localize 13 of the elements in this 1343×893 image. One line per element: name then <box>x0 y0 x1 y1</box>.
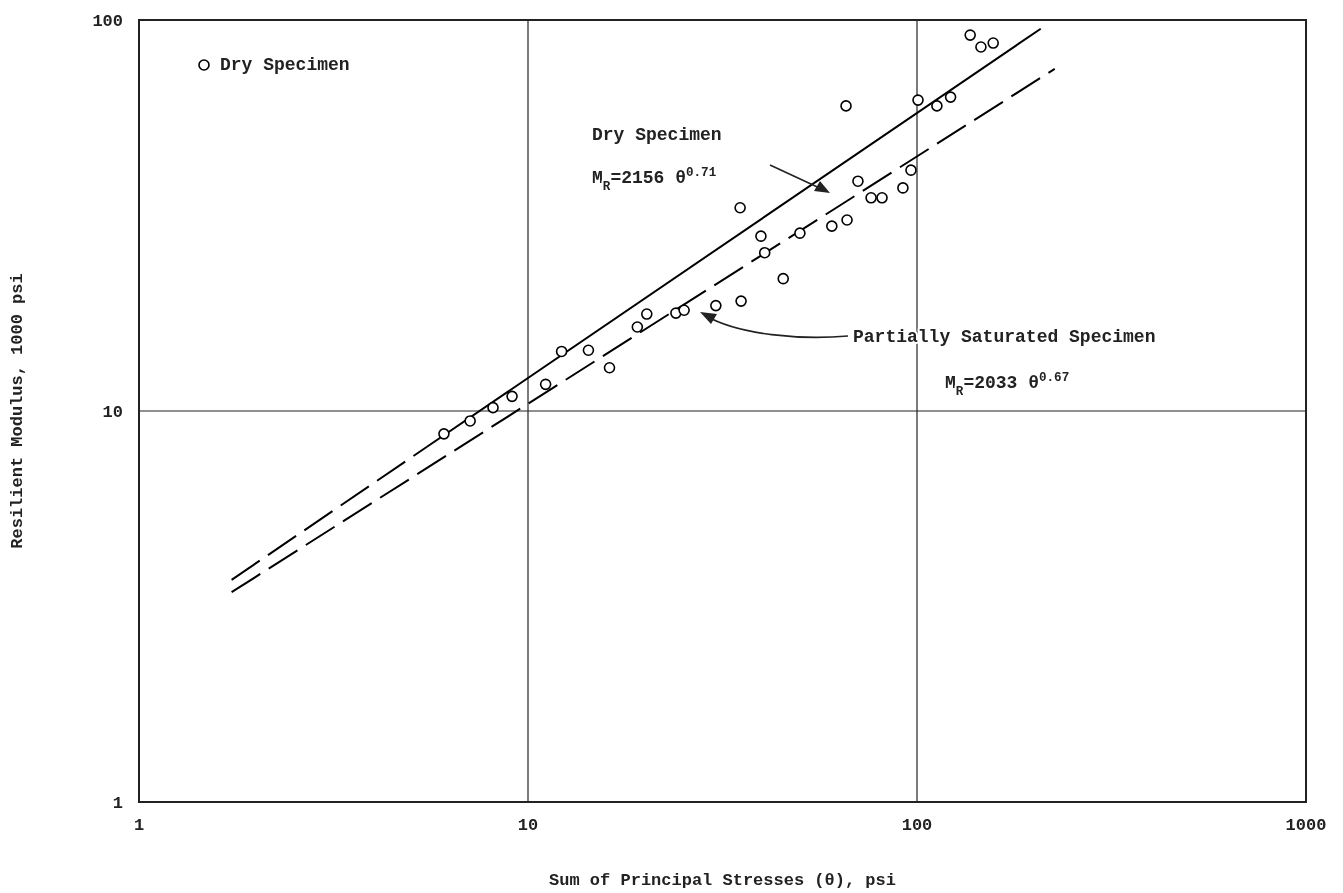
x-axis-title: Sum of Principal Stresses (θ), psi <box>549 871 896 890</box>
x-tick-label: 100 <box>901 816 933 836</box>
legend-label: Dry Specimen <box>220 55 350 75</box>
y-tick-label: 1 <box>112 794 123 814</box>
annotation: M$_{R}$=2156 θ$^{0.71}$ <box>592 166 717 194</box>
x-tick-label: 1000 <box>1285 816 1327 836</box>
y-tick-label: 100 <box>92 12 123 32</box>
x-tick-label: 1 <box>133 816 145 836</box>
x-tick-label: 10 <box>517 816 539 836</box>
y-axis-title: Resilient Modulus, 1000 psi <box>8 273 28 549</box>
y-tick-label: 10 <box>102 403 123 423</box>
annotation: Dry Specimen <box>592 125 722 145</box>
annotation: M$_{R}$=2033 θ$^{0.67}$ <box>945 371 1070 399</box>
